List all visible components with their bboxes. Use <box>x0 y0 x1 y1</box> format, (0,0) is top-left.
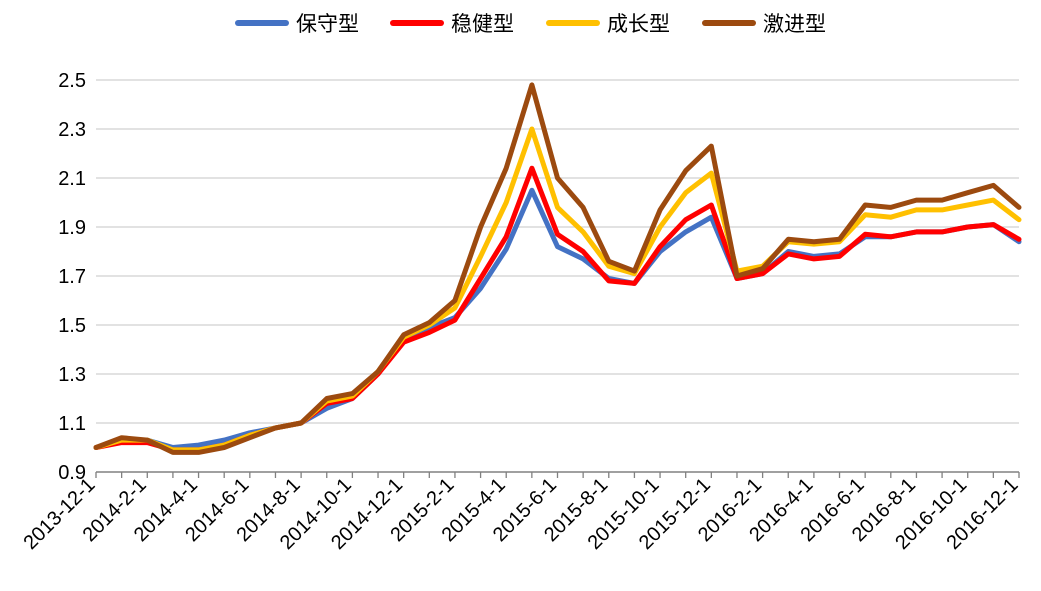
legend-label: 成长型 <box>607 12 670 36</box>
legend-label: 保守型 <box>296 12 359 36</box>
legend-label: 激进型 <box>763 12 826 36</box>
gridlines <box>96 79 1019 473</box>
y-tick-label: 1.3 <box>58 364 86 386</box>
y-tick-label: 1.1 <box>58 413 86 435</box>
legend: 保守型 稳健型 成长型 激进型 <box>235 12 826 36</box>
y-tick-label: 0.9 <box>58 462 86 484</box>
series-line-3 <box>93 82 1022 455</box>
y-tick-label: 1.5 <box>58 315 86 337</box>
y-tick-label: 2.3 <box>58 119 86 141</box>
plot-area <box>93 82 1022 455</box>
y-axis: 0.9 1.1 1.3 1.5 1.7 1.9 2.1 2.3 2.5 <box>58 70 86 484</box>
y-tick-label: 1.7 <box>58 266 86 288</box>
y-tick-label: 2.1 <box>58 168 86 190</box>
x-axis: 2013-12-12014-2-12014-4-12014-6-12014-8-… <box>19 472 1023 554</box>
legend-label: 稳健型 <box>451 12 514 36</box>
y-tick-label: 1.9 <box>58 217 86 239</box>
x-tick-label: 2013-12-1 <box>19 474 99 554</box>
y-tick-label: 2.5 <box>58 70 86 92</box>
